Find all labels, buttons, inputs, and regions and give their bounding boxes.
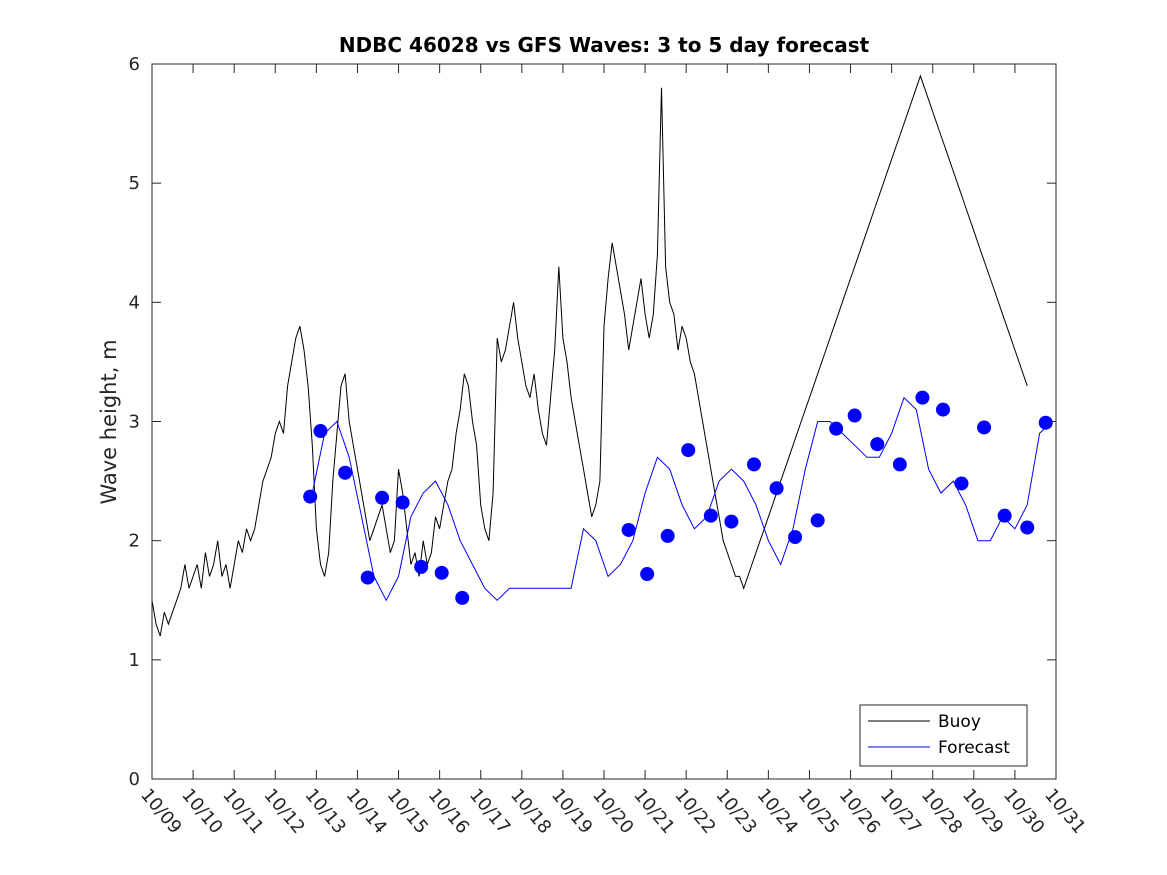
forecast-marker — [977, 420, 992, 435]
y-tick-label: 3 — [129, 412, 140, 433]
forecast-markers — [303, 390, 1053, 605]
x-tick-label: 10/30 — [999, 785, 1048, 838]
x-tick-label: 10/26 — [835, 785, 884, 838]
forecast-marker — [455, 590, 470, 605]
x-tick-label: 10/20 — [588, 785, 637, 838]
forecast-marker — [788, 530, 803, 545]
forecast-marker — [660, 528, 675, 543]
x-tick-label: 10/14 — [342, 785, 391, 838]
legend-buoy-label: Buoy — [938, 712, 981, 732]
x-tick-label: 10/16 — [424, 785, 473, 838]
x-tick-label: 10/22 — [670, 785, 719, 838]
forecast-marker — [375, 490, 390, 505]
y-tick-label: 5 — [129, 173, 140, 194]
forecast-marker — [640, 567, 655, 582]
y-tick-label: 4 — [129, 292, 140, 313]
y-axis-ticks: 0 1 2 3 4 5 6 — [129, 54, 1056, 790]
forecast-marker — [313, 424, 328, 439]
x-tick-label: 10/29 — [958, 785, 1007, 838]
plot-area — [152, 64, 1056, 779]
forecast-marker — [360, 570, 375, 585]
x-tick-label: 10/11 — [218, 785, 267, 838]
x-tick-label: 10/25 — [794, 785, 843, 838]
forecast-marker — [1020, 520, 1035, 535]
legend-box — [859, 704, 1028, 767]
forecast-marker — [395, 495, 410, 510]
forecast-marker — [810, 513, 825, 528]
forecast-marker — [303, 489, 318, 504]
series-layer — [151, 74, 1053, 637]
y-tick-label: 2 — [129, 531, 140, 552]
x-tick-label: 10/21 — [629, 785, 678, 838]
forecast-marker — [621, 522, 636, 537]
forecast-marker — [746, 457, 761, 472]
x-tick-label: 10/31 — [1040, 785, 1089, 838]
forecast-marker — [681, 443, 696, 458]
forecast-marker — [936, 402, 950, 417]
forecast-marker — [769, 481, 784, 496]
x-tick-label: 10/17 — [465, 785, 514, 838]
forecast-marker — [1038, 415, 1053, 430]
x-tick-label: 10/23 — [711, 785, 760, 838]
forecast-marker — [997, 508, 1012, 523]
x-tick-label: 10/13 — [301, 785, 350, 838]
y-axis-label: Wave height, m — [97, 339, 121, 504]
forecast-marker — [915, 390, 930, 405]
x-tick-label: 10/09 — [136, 785, 185, 838]
forecast-marker — [829, 421, 844, 436]
forecast-marker — [338, 465, 353, 480]
axes-box — [151, 63, 1057, 780]
forecast-marker — [954, 476, 969, 491]
x-tick-label: 10/15 — [383, 785, 432, 838]
forecast-marker — [414, 559, 429, 574]
forecast-marker — [892, 457, 907, 472]
forecast-marker — [434, 565, 449, 580]
x-tick-label: 10/12 — [259, 785, 308, 838]
forecast-marker — [870, 437, 885, 452]
buoy-series-line — [151, 74, 1028, 637]
y-tick-label: 6 — [129, 54, 140, 75]
chart-title: NDBC 46028 vs GFS Waves: 3 to 5 day fore… — [339, 33, 870, 57]
x-tick-label: 10/19 — [547, 785, 596, 838]
x-tick-label: 10/28 — [917, 785, 966, 838]
x-tick-label: 10/24 — [753, 785, 802, 838]
y-tick-label: 0 — [129, 769, 140, 790]
x-tick-label: 10/18 — [506, 785, 555, 838]
y-tick-label: 1 — [129, 650, 140, 671]
forecast-series-line — [311, 396, 1053, 602]
x-tick-label: 10/27 — [876, 785, 925, 838]
forecast-marker — [703, 508, 718, 523]
forecast-marker — [847, 408, 862, 423]
x-tick-label: 10/10 — [177, 785, 226, 838]
forecast-marker — [724, 514, 739, 529]
legend: Buoy Forecast — [859, 704, 1028, 767]
legend-forecast-label: Forecast — [938, 738, 1010, 758]
